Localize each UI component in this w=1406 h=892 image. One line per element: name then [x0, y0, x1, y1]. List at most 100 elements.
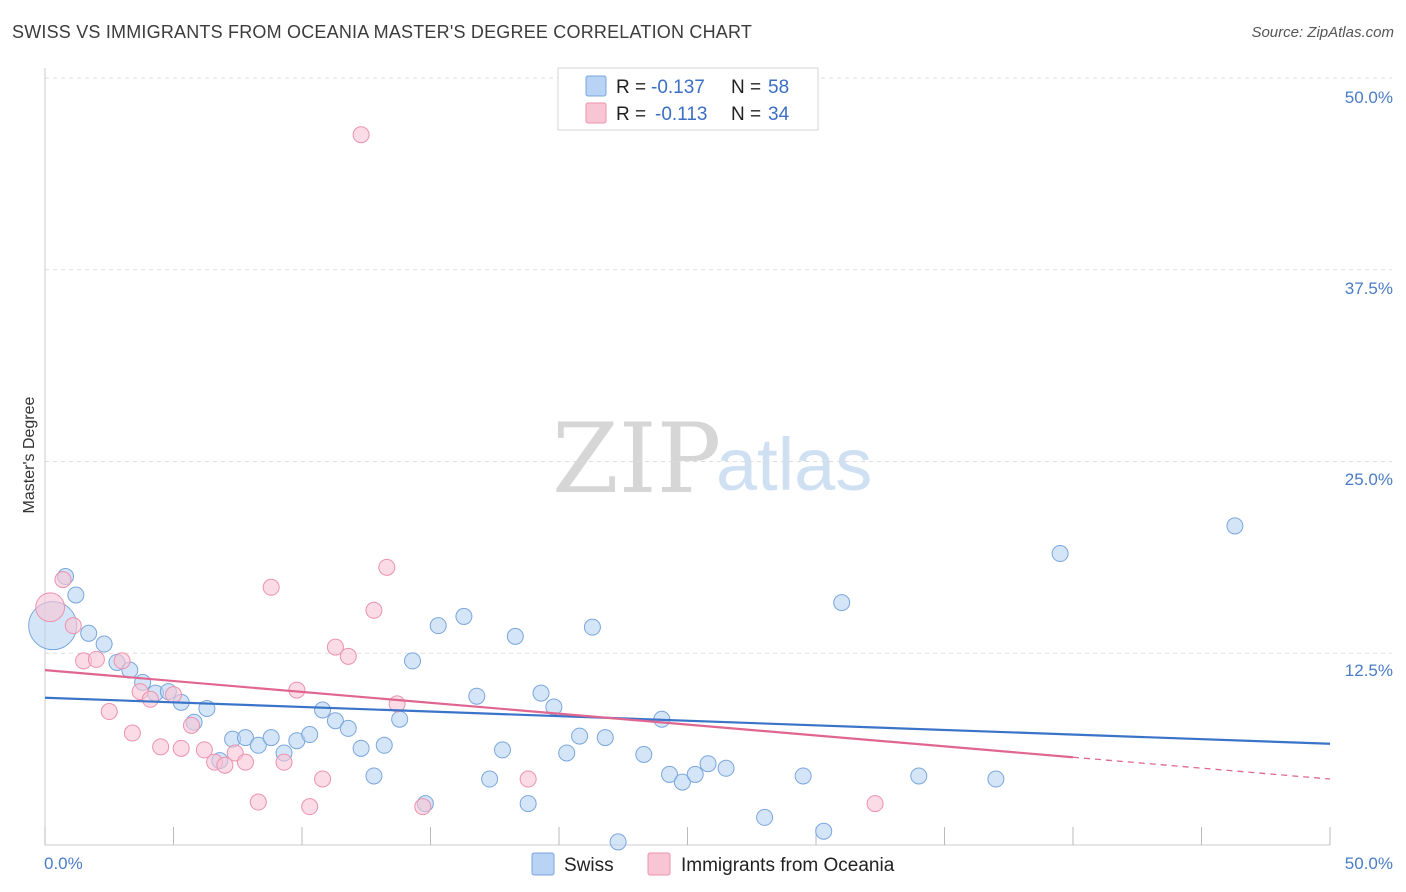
chart-title: SWISS VS IMMIGRANTS FROM OCEANIA MASTER'… — [12, 22, 753, 42]
point-swiss-53 — [815, 822, 833, 840]
point-swiss-34 — [493, 741, 511, 759]
point-oceania-10 — [152, 738, 170, 756]
point-swiss-58 — [1226, 517, 1244, 535]
point-swiss-26 — [375, 736, 393, 754]
point-swiss-44 — [635, 745, 653, 763]
legend-n-label-oceania: N = — [731, 104, 761, 125]
point-swiss-3 — [80, 624, 98, 642]
watermark-atlas: atlas — [716, 423, 872, 506]
x-tick-label-0: 0.0% — [44, 854, 83, 873]
point-oceania-6 — [113, 652, 131, 670]
point-swiss-4 — [95, 635, 113, 653]
point-swiss-42 — [596, 729, 614, 747]
point-swiss-24 — [352, 739, 370, 757]
point-swiss-25 — [365, 767, 383, 785]
point-swiss-57 — [1051, 545, 1069, 563]
point-oceania-25 — [326, 638, 344, 656]
point-swiss-47 — [673, 773, 691, 791]
point-oceania-27 — [352, 126, 370, 144]
point-swiss-36 — [519, 795, 537, 813]
point-swiss-23 — [339, 719, 357, 737]
point-oceania-23 — [301, 798, 319, 816]
point-swiss-37 — [532, 684, 550, 702]
trend-line-dashed-oceania — [1072, 756, 1331, 780]
x-tick-label-1: 50.0% — [1345, 854, 1393, 873]
trend-line-oceania — [44, 669, 1074, 759]
point-swiss-56 — [987, 770, 1005, 788]
point-oceania-29 — [378, 558, 396, 576]
point-oceania-4 — [87, 650, 105, 668]
point-swiss-46 — [661, 765, 679, 783]
point-swiss-50 — [717, 759, 735, 777]
grid-lines — [45, 77, 1392, 654]
point-swiss-28 — [404, 652, 422, 670]
legend-r-label-swiss: R = — [616, 77, 646, 98]
point-swiss-27 — [391, 710, 409, 728]
point-oceania-32 — [519, 770, 537, 788]
y-tick-labels: 12.5% 25.0% 37.5% 50.0% — [1345, 88, 1393, 680]
bottom-legend-label-oceania: Immigrants from Oceania — [681, 855, 895, 876]
point-oceania-19 — [249, 793, 267, 811]
trend-lines — [44, 669, 1331, 780]
bottom-legend-swatch-oceania — [647, 852, 671, 876]
point-oceania-5 — [100, 703, 118, 721]
point-swiss-52 — [794, 767, 812, 785]
point-oceania-7 — [123, 724, 141, 742]
legend-r-value-oceania: -0.113 — [655, 104, 707, 125]
y-tick-label-0: 12.5% — [1345, 661, 1393, 680]
legend: R = -0.137 N = 58 R = -0.113 N = 34 — [557, 67, 819, 131]
point-swiss-15 — [236, 729, 254, 747]
legend-n-value-oceania: 34 — [768, 104, 790, 125]
y-tick-label-3: 50.0% — [1345, 88, 1393, 107]
y-axis-label: Master's Degree — [21, 396, 38, 513]
axes — [44, 68, 1331, 846]
point-oceania-14 — [195, 741, 213, 759]
point-swiss-17 — [262, 729, 280, 747]
bottom-legend: Swiss Immigrants from Oceania — [531, 852, 895, 876]
bottom-legend-label-swiss: Swiss — [564, 855, 614, 876]
point-swiss-48 — [686, 765, 704, 783]
point-oceania-12 — [172, 739, 190, 757]
watermark-zip: ZIP — [552, 403, 721, 515]
point-oceania-33 — [866, 795, 884, 813]
point-swiss-49 — [699, 755, 717, 773]
point-swiss-39 — [558, 744, 576, 762]
point-swiss-16 — [249, 736, 267, 754]
point-swiss-31 — [455, 607, 473, 625]
point-swiss-21 — [314, 701, 332, 719]
point-swiss-35 — [506, 627, 524, 645]
point-oceania-26 — [339, 647, 357, 665]
point-oceania-0 — [35, 592, 66, 623]
point-oceania-2 — [64, 617, 82, 635]
legend-swatch-swiss — [585, 75, 607, 97]
point-oceania-20 — [262, 578, 280, 596]
point-oceania-13 — [182, 716, 200, 734]
point-swiss-22 — [326, 712, 344, 730]
legend-n-value-swiss: 58 — [768, 77, 789, 98]
point-oceania-31 — [414, 798, 432, 816]
x-tick-labels: 0.0% 50.0% — [44, 854, 1393, 873]
chart-source: Source: ZipAtlas.com — [1251, 24, 1394, 41]
point-oceania-1 — [54, 571, 72, 589]
legend-r-value-swiss: -0.137 — [651, 77, 705, 98]
watermark: ZIP atlas — [552, 403, 872, 515]
y-tick-label-1: 25.0% — [1345, 470, 1393, 489]
point-oceania-18 — [236, 753, 254, 771]
point-swiss-54 — [833, 594, 851, 612]
point-swiss-40 — [571, 727, 589, 745]
point-swiss-2 — [67, 586, 85, 604]
point-oceania-24 — [314, 770, 332, 788]
trend-line-swiss — [44, 696, 1331, 745]
bottom-legend-swatch-swiss — [531, 852, 555, 876]
point-swiss-33 — [481, 770, 499, 788]
point-oceania-11 — [165, 686, 182, 704]
point-oceania-28 — [365, 601, 383, 619]
legend-n-label-swiss: N = — [731, 77, 761, 98]
point-swiss-41 — [583, 618, 601, 636]
point-oceania-21 — [275, 753, 293, 771]
point-swiss-51 — [756, 808, 774, 826]
legend-r-label-oceania: R = — [616, 104, 646, 125]
y-tick-label-2: 37.5% — [1345, 279, 1393, 298]
data-points — [28, 126, 1244, 851]
